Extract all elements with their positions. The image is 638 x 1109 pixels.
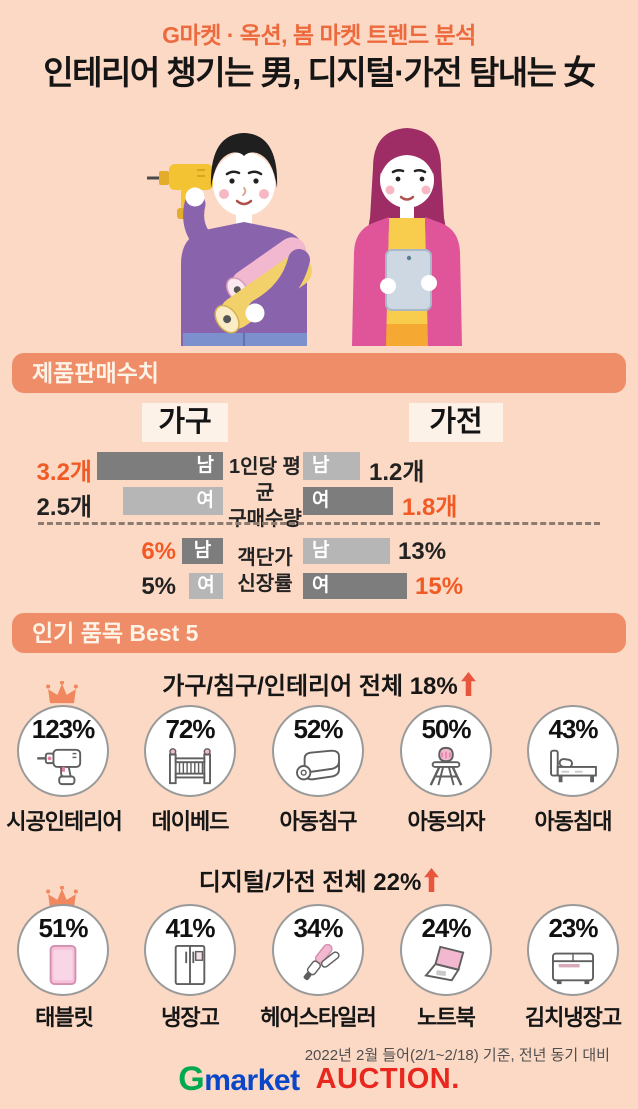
page-title: 인테리어 챙기는 男, 디지털·가전 탐내는 女 [43, 54, 596, 91]
footer-logos: Gmarket AUCTION. [0, 1060, 638, 1099]
appliance-female-growth-bar: 여 [303, 573, 407, 599]
best5-item-label: 태블릿 [35, 1005, 94, 1030]
category-furniture: 가구 [142, 403, 228, 442]
bedding-icon [296, 749, 340, 781]
best5-item-circle: 23% [527, 904, 619, 996]
kimchi-fridge-icon [552, 952, 594, 985]
best5-item-label: 시공인테리어 [6, 809, 122, 834]
drill-icon [37, 748, 82, 786]
best5-item-circle: 51% [17, 904, 109, 996]
digital-best5-title: 디지털/가전 전체 22% [0, 862, 638, 897]
crown-icon [46, 886, 78, 909]
appliance-male-qty-value: 1.2개 [369, 459, 425, 486]
highchair-icon [429, 746, 463, 786]
couple-illustration [147, 128, 462, 346]
gmarket-logo: Gmarket [178, 1060, 300, 1098]
appliance-male-growth-value: 13% [398, 538, 447, 565]
best5-item-circle: 34% [272, 904, 364, 996]
best5-item-label: 아동침구 [279, 809, 358, 834]
auction-logo: AUCTION. [315, 1063, 460, 1095]
appliance-male-growth-bar: 남 [303, 538, 390, 564]
female-label: 여 [312, 575, 330, 596]
qty-axis-label: 1인당 평균 구매수량 [228, 456, 302, 530]
male-label: 남 [312, 455, 330, 476]
laptop-icon [424, 945, 465, 982]
male-label: 남 [312, 540, 330, 561]
female-label: 여 [312, 490, 330, 511]
male-label: 남 [193, 540, 212, 561]
sales-section-banner: 제품판매수치 [12, 353, 626, 393]
divider-dashed [38, 522, 600, 525]
best5-item-label: 노트북 [417, 1005, 476, 1030]
furniture-male-growth-value: 6% [141, 538, 176, 565]
best5-item-circle: 50% [400, 705, 492, 797]
refrigerator-icon [174, 944, 206, 986]
male-label: 남 [196, 455, 214, 476]
footnote: 2022년 2월 들어(2/1~2/18) 기준, 전년 동기 대비 [304, 1047, 610, 1064]
best5-item-label: 김치냉장고 [524, 1005, 622, 1030]
best5-item-label: 아동의자 [407, 809, 486, 834]
furniture-female-qty-bar: 여 [123, 487, 223, 515]
best5-item-circle: 43% [527, 705, 619, 797]
up-arrow-icon [424, 867, 440, 892]
furniture-male-qty-value: 3.2개 [36, 459, 92, 486]
furniture-male-growth-bar: 남 [182, 538, 223, 564]
tablet-icon [49, 944, 77, 986]
woman-figure [352, 128, 462, 346]
female-label: 여 [196, 490, 214, 511]
hair-styler-icon [303, 944, 340, 981]
crib-icon [169, 748, 211, 785]
man-figure [147, 133, 312, 346]
subtitle: G마켓 · 옥션, 봄 마켓 트렌드 분석 [162, 22, 476, 48]
best5-item-circle: 24% [400, 904, 492, 996]
best5-item-label: 아동침대 [534, 809, 613, 834]
furniture-female-growth-bar: 여 [189, 573, 223, 599]
furniture-female-qty-value: 2.5개 [36, 494, 92, 521]
female-label: 여 [197, 575, 215, 596]
best5-item-circle: 41% [144, 904, 236, 996]
furniture-male-qty-bar: 남 [97, 452, 223, 480]
crown-icon [46, 681, 78, 704]
best5-item-circle: 123% [17, 705, 109, 797]
best5-section-banner: 인기 품목 Best 5 [12, 613, 626, 653]
best5-item-label: 헤어스타일러 [260, 1005, 376, 1030]
best5-item-label: 냉장고 [161, 1005, 220, 1030]
up-arrow-icon [460, 671, 476, 696]
growth-axis-label: 객단가 신장률 [237, 547, 293, 595]
furniture-best5-title: 가구/침구/인테리어 전체 18% [0, 666, 638, 701]
appliance-female-qty-value: 1.8개 [402, 494, 458, 521]
best5-item-label: 데이베드 [151, 809, 230, 834]
appliance-female-growth-value: 15% [415, 573, 464, 600]
best5-item-circle: 52% [272, 705, 364, 797]
best5-item-circle: 72% [144, 705, 236, 797]
appliance-male-qty-bar: 남 [303, 452, 360, 480]
furniture-female-growth-value: 5% [141, 573, 176, 600]
category-appliance: 가전 [409, 403, 503, 442]
bed-icon [550, 749, 597, 783]
appliance-female-qty-bar: 여 [303, 487, 393, 515]
